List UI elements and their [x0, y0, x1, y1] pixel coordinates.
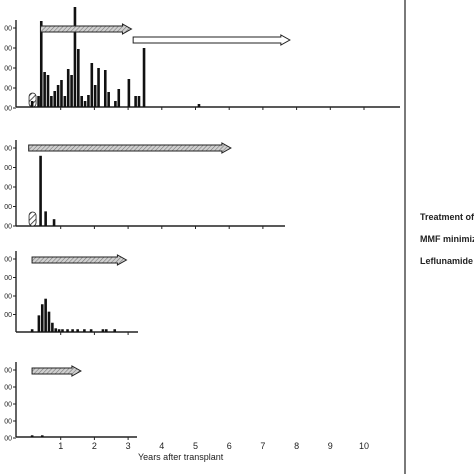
- legend-label-mmf: MMF minimiz: [420, 234, 474, 244]
- data-bar: [71, 329, 74, 332]
- data-bar: [50, 96, 53, 107]
- data-bar: [134, 96, 137, 107]
- data-bar: [44, 211, 47, 226]
- y-tick-label: 00: [4, 66, 12, 73]
- x-tick-label: 10: [359, 441, 369, 451]
- data-bar: [114, 101, 117, 107]
- data-bar: [39, 21, 43, 107]
- data-bar: [56, 85, 60, 107]
- treatment-arrow-hatched: [31, 254, 128, 266]
- y-tick-label: 00: [4, 185, 12, 192]
- x-tick-label: 1: [58, 441, 63, 451]
- y-tick-label: 00: [4, 419, 12, 426]
- data-bar: [60, 80, 63, 107]
- x-tick-label: 2: [92, 441, 97, 451]
- x-axis-title: Years after transplant: [138, 452, 224, 462]
- data-bar: [40, 435, 44, 437]
- y-tick-label: 00: [4, 46, 12, 53]
- y-tick-label: 00: [4, 294, 12, 301]
- y-tick-label: 00: [4, 368, 12, 375]
- data-bar: [117, 89, 121, 107]
- data-bar: [142, 48, 146, 107]
- data-bar: [30, 435, 34, 437]
- treatment-arrow-hatched: [39, 23, 133, 35]
- data-bar: [97, 68, 100, 107]
- data-bar: [197, 104, 201, 107]
- treatment-arrow-hatched: [31, 365, 82, 377]
- data-bar: [83, 329, 86, 332]
- y-tick-label: 00: [4, 312, 12, 319]
- panel-4: 00 00 00 00 00 1 2 3 4 5 6 7 8 9 10: [4, 362, 369, 451]
- y-tick-label: 00: [4, 257, 12, 264]
- data-bar: [40, 304, 44, 332]
- data-bar: [101, 329, 105, 332]
- data-bar: [77, 49, 80, 107]
- x-tick-label: 3: [126, 441, 131, 451]
- data-bar: [73, 7, 77, 107]
- data-bar: [104, 329, 108, 332]
- data-bar: [76, 329, 79, 332]
- y-tick-label: 00: [4, 86, 12, 93]
- data-bar: [70, 75, 73, 107]
- y-tick-label: 00: [4, 106, 12, 113]
- data-bar: [53, 91, 57, 107]
- data-bar: [47, 311, 51, 332]
- x-tick-label: 9: [328, 441, 333, 451]
- y-tick-label: 00: [4, 146, 12, 153]
- y-tick-label: 00: [4, 224, 12, 231]
- y-tick-label: 00: [4, 165, 12, 172]
- data-bar: [30, 329, 34, 332]
- data-bar: [87, 95, 90, 107]
- data-bar: [61, 329, 64, 332]
- data-bar: [93, 85, 97, 107]
- data-bar: [107, 92, 110, 107]
- data-bar: [90, 63, 94, 107]
- data-bar: [103, 70, 107, 107]
- data-bar: [127, 79, 131, 107]
- treatment-arrow-hatched: [28, 142, 232, 154]
- data-bar: [57, 329, 61, 332]
- data-bar: [137, 96, 141, 107]
- x-tick-label: 8: [294, 441, 299, 451]
- data-bar: [43, 72, 46, 107]
- x-tick-label: 4: [159, 441, 164, 451]
- data-bar: [46, 75, 50, 107]
- data-bar: [66, 69, 70, 107]
- data-bar: [66, 329, 69, 332]
- hatched-marker: [28, 211, 37, 227]
- data-bar: [63, 96, 67, 107]
- legend-label-leflunamide: Leflunamide: [420, 256, 474, 266]
- x-tick-label: 5: [193, 441, 198, 451]
- y-tick-label: 00: [4, 385, 12, 392]
- panel-1: 00 00 00 00 00: [4, 7, 400, 113]
- data-bar: [83, 101, 87, 107]
- data-bar: [44, 298, 47, 332]
- x-tick-label: 6: [227, 441, 232, 451]
- treatment-arrow-open: [132, 34, 291, 46]
- y-tick-label: 00: [4, 204, 12, 211]
- data-bar: [51, 322, 54, 332]
- data-bar: [52, 219, 56, 226]
- data-bar: [37, 96, 40, 107]
- y-tick-label: 00: [4, 275, 12, 282]
- data-bar: [89, 329, 93, 332]
- legend-label-treatment: Treatment of: [420, 212, 474, 222]
- data-bar: [39, 155, 42, 226]
- panel-2: 00 00 00 00 00: [4, 140, 285, 231]
- y-tick-label: 00: [4, 402, 12, 409]
- x-tick-label: 7: [260, 441, 265, 451]
- y-tick-label: 00: [4, 26, 12, 33]
- data-bar: [30, 101, 34, 107]
- y-tick-label: 00: [4, 436, 12, 443]
- data-bar: [54, 328, 58, 332]
- panel-3: 00 00 00 00: [4, 251, 138, 335]
- data-bar: [80, 96, 83, 107]
- data-bar: [113, 329, 117, 332]
- data-bar: [37, 315, 41, 332]
